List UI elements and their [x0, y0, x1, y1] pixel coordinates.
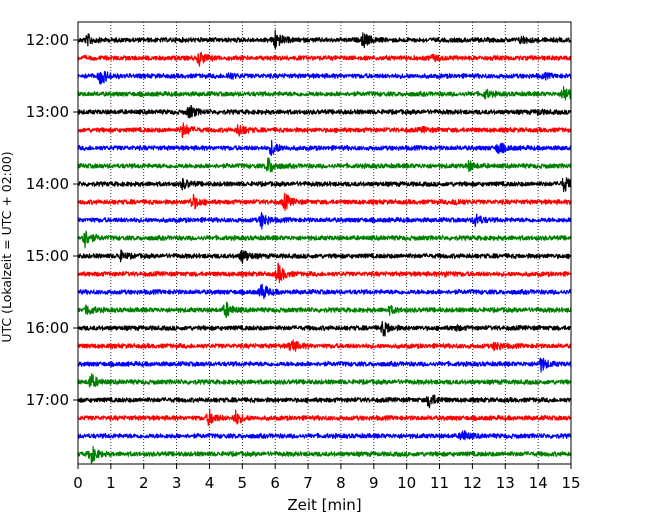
seismic-trace	[77, 283, 572, 300]
seismic-trace	[77, 445, 572, 464]
x-tick-label: 12	[463, 474, 482, 492]
seismic-trace	[77, 339, 572, 352]
seismic-trace	[77, 51, 572, 67]
x-tick-label: 6	[270, 474, 280, 492]
seismic-trace	[77, 122, 572, 138]
y-tick-label: 17:00	[26, 391, 69, 409]
y-tick-label: 14:00	[26, 175, 69, 193]
y-axis: 12:00 13:00 14:00 15:00 16:00 17:00	[26, 31, 78, 409]
x-tick-label: 4	[205, 474, 215, 492]
trace-group	[77, 29, 572, 464]
seismic-trace	[77, 301, 572, 319]
x-tick-label: 8	[336, 474, 346, 492]
x-tick-label: 9	[369, 474, 379, 492]
seismic-trace	[77, 139, 572, 157]
x-tick-label: 1	[106, 474, 116, 492]
x-tick-label: 15	[561, 474, 580, 492]
y-tick-label: 15:00	[26, 247, 69, 265]
seismic-trace	[77, 262, 572, 284]
x-tick-label: 10	[397, 474, 416, 492]
x-axis-title: Zeit [min]	[287, 496, 361, 514]
x-tick-label: 11	[430, 474, 449, 492]
y-tick-label: 13:00	[26, 103, 69, 121]
seismic-trace	[77, 430, 572, 441]
x-tick-label: 5	[238, 474, 248, 492]
y-tick-label: 16:00	[26, 319, 69, 337]
seismic-trace	[77, 177, 572, 193]
seismic-trace	[77, 249, 572, 264]
seismic-trace	[77, 105, 572, 119]
x-tick-label: 7	[303, 474, 313, 492]
x-tick-label: 3	[172, 474, 182, 492]
seismic-trace	[77, 157, 572, 173]
seismic-trace	[77, 373, 572, 388]
x-tick-label: 2	[139, 474, 149, 492]
seismic-trace	[77, 394, 572, 409]
seismic-trace	[77, 408, 572, 427]
y-axis-title: UTC (Lokalzeit = UTC + 02:00)	[0, 151, 14, 342]
seismic-trace	[77, 357, 572, 373]
x-tick-label: 0	[73, 474, 83, 492]
x-axis: 0 1 2 3 4 5 6 7 8 9 10 11 12 13 14 15	[73, 464, 581, 492]
seismic-trace	[77, 212, 572, 230]
x-tick-label: 14	[529, 474, 548, 492]
y-tick-label: 12:00	[26, 31, 69, 49]
seismic-trace	[77, 320, 572, 337]
seismic-trace	[77, 85, 572, 101]
seismic-trace	[77, 192, 572, 212]
x-tick-label: 13	[496, 474, 515, 492]
plot-frame	[77, 21, 572, 465]
seismic-trace	[77, 70, 572, 85]
seismic-trace	[77, 29, 572, 50]
seismic-trace	[77, 230, 572, 249]
